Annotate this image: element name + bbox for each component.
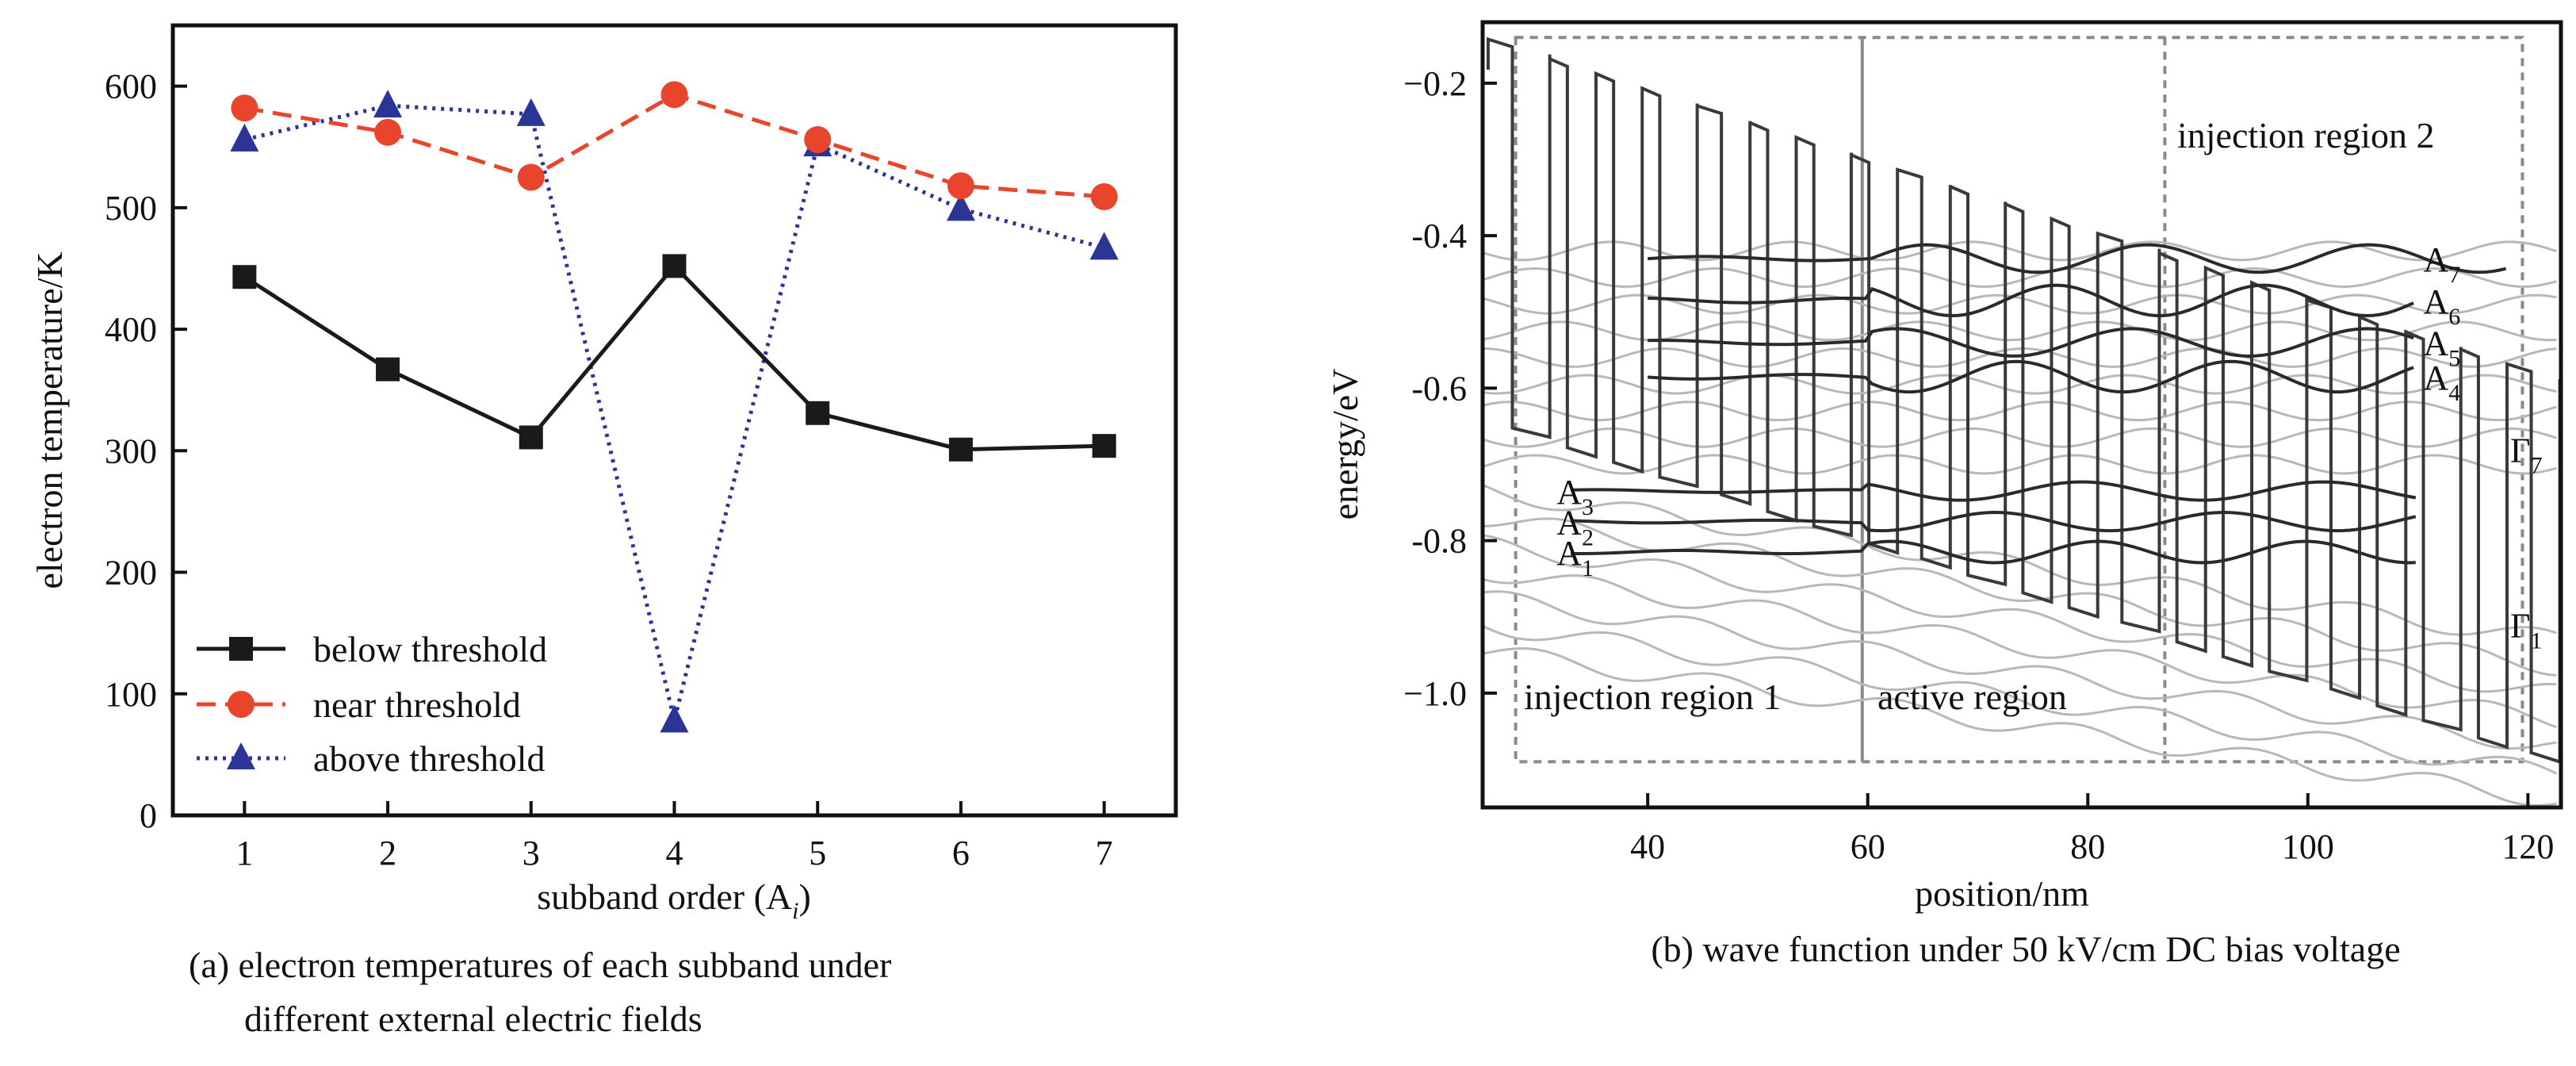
dark-wavefunction-3 [1570, 480, 2417, 502]
panel-a-x-axis-label: subband order (Ai) [537, 876, 811, 924]
state-label: A7 [2424, 240, 2461, 288]
state-label: Γ1 [2510, 606, 2542, 654]
y-tick-label: -0.4 [1411, 217, 1467, 255]
y-tick-label: -0.6 [1411, 369, 1467, 408]
dark-wavefunction-1 [1571, 539, 2416, 565]
panel-b-dark-wavefunctions [1570, 243, 2507, 565]
x-tick-label: 1 [235, 834, 253, 872]
light-wavefunction [1483, 240, 2557, 262]
y-tick-label: −0.2 [1403, 64, 1467, 103]
state-label: Γ7 [2510, 431, 2542, 478]
panel-a-x-ticks: 1 2 3 4 5 6 7 [235, 801, 1113, 872]
conduction-band-profile [1486, 36, 2561, 765]
x-tick-label: 100 [2282, 827, 2334, 866]
x-tick-label: 3 [522, 834, 540, 872]
data-point-square [376, 357, 400, 382]
x-tick-label: 2 [379, 834, 396, 872]
data-point-triangle [946, 193, 975, 221]
data-point-circle [804, 126, 832, 154]
data-point-circle [517, 163, 545, 191]
data-point-circle [947, 172, 974, 200]
dark-wavefunction-2 [1570, 511, 2417, 533]
panel-a-y-axis-label: electron temperature/K [29, 251, 70, 589]
y-tick-label: 500 [105, 189, 157, 228]
data-point-triangle [373, 90, 403, 118]
data-point-circle [374, 118, 402, 146]
y-tick-label: 300 [105, 431, 157, 470]
x-tick-label: 4 [666, 834, 683, 872]
legend-entry-above: above threshold [197, 738, 545, 779]
state-label: A6 [2424, 282, 2461, 330]
panel-b-y-ticks: −0.2 -0.4 -0.6 -0.8 −1.0 [1403, 64, 1497, 713]
panel-a-chart: 0 100 200 300 400 500 600 1 2 3 4 5 6 7 electron tem… [29, 23, 1178, 1039]
y-tick-label: 0 [140, 796, 157, 835]
light-wavefunction [1483, 590, 2557, 750]
y-tick-label: −1.0 [1403, 674, 1467, 713]
series-line-below-threshold [243, 263, 1104, 452]
panel-b-x-ticks: 40 60 80 100 120 [1630, 793, 2554, 866]
data-point-triangle [660, 704, 689, 733]
data-point-circle [1090, 183, 1118, 211]
legend-entry-near: near threshold [197, 684, 521, 725]
state-label: A1 [1556, 534, 1594, 581]
state-label: A4 [2424, 359, 2461, 406]
data-point-square [948, 437, 973, 462]
data-point-square [232, 265, 257, 290]
x-tick-label: 6 [952, 834, 970, 872]
panel-a-caption-line-2: different external electric fields [244, 999, 702, 1039]
region-outer-box [1514, 36, 2524, 764]
panel-b-plot-frame [1480, 20, 2563, 810]
light-wavefunction [1483, 625, 2558, 775]
panel-a-series [230, 81, 1119, 733]
x-tick-label: 7 [1096, 834, 1113, 872]
state-label: A5 [2424, 324, 2461, 372]
light-wavefunction [1483, 647, 2557, 807]
panel-b-chart: −0.2 -0.4 -0.6 -0.8 −1.0 40 60 80 100 120 A7A6A5… [1325, 20, 2563, 969]
legend-entry-below: below threshold [197, 629, 547, 669]
legend-label-below: below threshold [313, 629, 547, 669]
data-point-square [806, 401, 830, 425]
panel-b-y-axis-label: energy/eV [1325, 369, 1365, 520]
panel-b-region-label-injection-2: injection region 2 [2177, 115, 2434, 155]
panel-b-region-label-active: active region [1877, 677, 2067, 717]
y-tick-label: 200 [105, 554, 157, 592]
panel-a-legend: below threshold near threshold above thr… [197, 629, 547, 779]
panel-b-region-label-injection-1: injection region 1 [1524, 677, 1781, 717]
dark-wavefunction-4 [1648, 359, 2414, 394]
light-wavefunction [1483, 266, 2557, 289]
dark-wavefunction-6 [1648, 283, 2414, 318]
x-tick-label: 60 [1851, 827, 1885, 866]
data-point-triangle [230, 124, 259, 152]
panel-a-y-ticks: 0 100 200 300 400 500 600 [105, 67, 187, 835]
data-point-circle [231, 94, 258, 122]
y-tick-label: -0.8 [1411, 522, 1467, 561]
data-point-square [662, 254, 687, 278]
panel-b-caption: (b) wave function under 50 kV/cm DC bias… [1651, 929, 2400, 969]
x-tick-label: 5 [809, 834, 826, 872]
state-label: A2 [1556, 504, 1594, 551]
data-point-triangle [516, 98, 545, 126]
dark-wavefunction-5 [1648, 327, 2414, 358]
y-tick-label: 600 [105, 67, 157, 106]
x-tick-label: 120 [2501, 827, 2554, 866]
data-point-circle [660, 81, 688, 109]
x-tick-label: 40 [1630, 827, 1665, 866]
panel-a-caption-line-1: (a) electron temperatures of each subban… [189, 945, 891, 985]
dark-wavefunction-7 [1648, 243, 2507, 274]
panel-b-x-axis-label: position/nm [1915, 873, 2089, 914]
data-point-triangle [1089, 232, 1119, 260]
data-point-square [1092, 434, 1116, 458]
panel-b-band-profile [1486, 36, 2561, 765]
state-label: A3 [1556, 473, 1594, 520]
legend-label-near: near threshold [313, 684, 521, 725]
data-point-square [519, 425, 543, 450]
y-tick-label: 400 [105, 310, 157, 349]
x-tick-label: 80 [2070, 827, 2105, 866]
y-tick-label: 100 [105, 675, 157, 714]
legend-label-above: above threshold [313, 738, 545, 779]
